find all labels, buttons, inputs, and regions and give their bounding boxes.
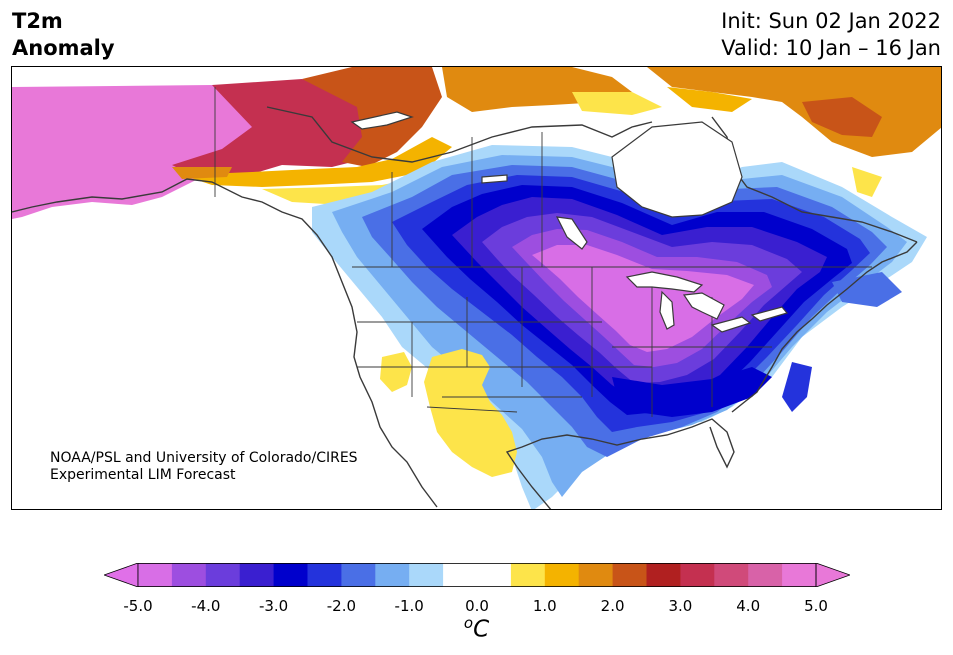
anomaly-map: NOAA/PSL and University of Colorado/CIRE… xyxy=(11,66,942,510)
colorbar-cell xyxy=(273,563,308,587)
colorbar-tick-label: 2.0 xyxy=(600,597,625,615)
title-line-2: Anomaly xyxy=(12,36,115,60)
colorbar-tick-label: -4.0 xyxy=(191,597,221,615)
colorbar-cell xyxy=(680,563,715,587)
colorbar-unit: oC xyxy=(0,614,953,643)
colorbar-tick-label: 5.0 xyxy=(804,597,828,615)
colorbar-cell xyxy=(612,563,647,587)
map-title: T2m Anomaly xyxy=(12,8,115,62)
colorbar-tick-label: -1.0 xyxy=(394,597,424,615)
unit-letter: C xyxy=(473,616,490,643)
init-date: Init: Sun 02 Jan 2022 xyxy=(721,9,941,33)
forecast-dates: Init: Sun 02 Jan 2022 Valid: 10 Jan – 16… xyxy=(721,8,941,62)
credit-text: NOAA/PSL and University of Colorado/CIRE… xyxy=(50,450,358,484)
alaska-warm-anomaly xyxy=(12,67,482,219)
colorbar-tick-labels: -5.0 -4.0 -3.0 -2.0 -1.0 0.0 1.0 2.0 3.0 4.0 5.0 xyxy=(0,597,953,617)
colorbar-cell xyxy=(714,563,749,587)
colorbar-cell xyxy=(138,563,173,587)
colorbar-cell xyxy=(307,563,342,587)
unit-degree: o xyxy=(463,614,474,632)
colorbar-cell xyxy=(510,563,546,587)
colorbar-cell xyxy=(171,563,207,587)
colorbar-cell xyxy=(477,563,512,587)
central-cold-anomaly xyxy=(312,145,927,509)
colorbar-cell xyxy=(578,563,614,587)
colorbar-cell xyxy=(782,563,817,587)
hudson-bay xyxy=(350,111,743,250)
colorbar-cell xyxy=(646,563,681,587)
colorbar-cell xyxy=(544,563,580,587)
political-borders xyxy=(214,87,872,417)
southwest-warm-anomaly xyxy=(380,349,517,477)
colorbar-cell xyxy=(748,563,783,587)
colorbar-tick-label: 1.0 xyxy=(532,597,557,615)
colorbar-tick-label: 3.0 xyxy=(668,597,693,615)
colorbar-tick-label: -2.0 xyxy=(326,597,357,615)
colorbar-cell xyxy=(341,563,376,587)
colorbar-tick-label: 4.0 xyxy=(736,597,761,615)
great-lakes xyxy=(625,271,789,333)
colorbar-under-arrow xyxy=(104,563,139,587)
colorbar-tick-label: -3.0 xyxy=(258,597,289,615)
colorbar-frame xyxy=(137,563,817,587)
map-canvas xyxy=(12,67,941,509)
colorbar-cell xyxy=(409,563,444,587)
colorbar-cell xyxy=(375,563,410,587)
colorbar-tick-label: 0.0 xyxy=(465,597,489,615)
credit-line-2: Experimental LIM Forecast xyxy=(50,467,236,483)
colorbar-tick-label: -5.0 xyxy=(123,597,153,615)
colorbar-cells xyxy=(138,563,817,587)
colorbar-cell xyxy=(443,563,478,587)
arctic-warm-anomaly xyxy=(352,67,941,197)
valid-range: Valid: 10 Jan – 16 Jan xyxy=(721,36,941,60)
colorbar-cell xyxy=(205,563,241,587)
colorbar-over-arrow xyxy=(815,563,850,587)
credit-line-1: NOAA/PSL and University of Colorado/CIRE… xyxy=(50,450,358,466)
colorbar-cell xyxy=(239,563,275,587)
title-line-1: T2m xyxy=(12,9,63,33)
colorbar xyxy=(104,563,850,587)
